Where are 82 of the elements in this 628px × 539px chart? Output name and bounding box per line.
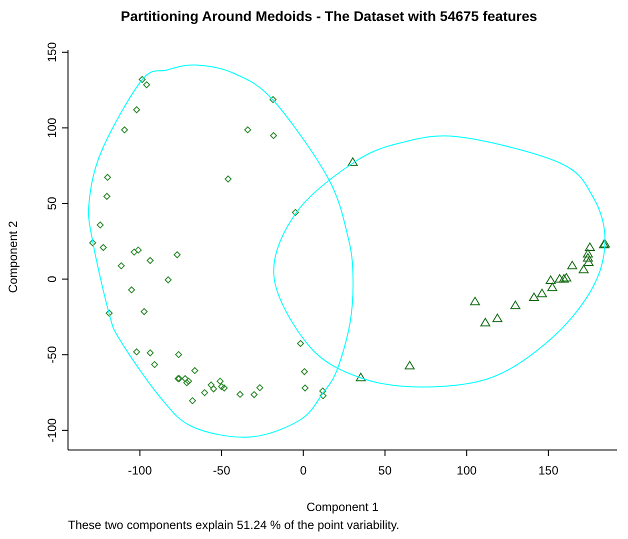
point <box>297 340 304 348</box>
point <box>189 397 196 404</box>
point <box>100 244 107 252</box>
point <box>151 361 158 368</box>
point <box>134 246 142 254</box>
point <box>510 300 520 310</box>
point <box>140 308 148 316</box>
point <box>578 264 589 274</box>
point <box>130 248 138 256</box>
point <box>250 391 258 398</box>
text: These two components explain 51.24 % of the point variability. <box>68 518 400 532</box>
point <box>558 274 569 283</box>
point <box>164 276 172 284</box>
point <box>256 384 264 392</box>
y-tick-label: -50 <box>45 346 59 364</box>
point <box>138 76 146 83</box>
point <box>554 274 565 283</box>
y-tick-label: 100 <box>45 118 59 138</box>
point <box>128 286 136 294</box>
point <box>208 381 215 388</box>
point <box>96 221 104 228</box>
point <box>210 385 218 392</box>
point <box>404 360 415 370</box>
point <box>174 251 181 258</box>
x-tick-label: 150 <box>538 464 559 478</box>
point <box>118 262 125 270</box>
y-tick-label: 50 <box>45 196 59 210</box>
point <box>201 389 208 396</box>
point <box>133 348 140 356</box>
point <box>302 384 309 392</box>
point <box>547 282 558 292</box>
point <box>270 96 277 104</box>
point <box>104 174 112 181</box>
point <box>470 296 480 306</box>
x-tick-label: 50 <box>378 464 392 478</box>
point <box>183 379 190 386</box>
point <box>356 372 366 382</box>
point <box>236 390 244 398</box>
point <box>292 208 299 216</box>
x-tick-label: -50 <box>212 464 231 478</box>
point <box>300 368 308 376</box>
point <box>106 310 113 317</box>
point <box>537 288 548 298</box>
point <box>320 392 327 400</box>
point <box>244 126 252 134</box>
point <box>182 375 189 382</box>
x-tick-label: -100 <box>128 464 152 478</box>
point <box>582 249 593 258</box>
x-tick-label: 100 <box>456 464 478 478</box>
point <box>480 318 490 326</box>
y-tick-label: 150 <box>45 42 59 62</box>
point <box>546 275 556 284</box>
point <box>567 260 578 270</box>
point <box>89 239 96 246</box>
point <box>582 253 593 262</box>
point <box>584 242 595 252</box>
point <box>348 157 358 166</box>
point <box>216 378 224 385</box>
point <box>146 257 154 264</box>
point <box>175 351 182 358</box>
point <box>584 257 594 266</box>
point <box>561 273 572 282</box>
point <box>528 292 539 302</box>
point <box>218 383 226 390</box>
point <box>143 81 150 88</box>
x-tick-label: 0 <box>300 464 307 478</box>
y-tick-label: -100 <box>45 418 59 442</box>
point <box>146 349 154 356</box>
point <box>224 176 232 182</box>
point <box>133 106 140 114</box>
y-tick-label: 0 <box>45 275 59 282</box>
x-axis-title: Component 1 <box>305 500 380 514</box>
point <box>103 192 110 200</box>
point <box>220 384 228 392</box>
point <box>270 132 278 140</box>
y-axis-title: Component 2 <box>6 220 20 296</box>
point <box>492 314 502 322</box>
point <box>121 126 128 134</box>
chart-title: Partitioning Around Medoids - The Dataset with 54675 features <box>120 8 538 24</box>
point <box>191 367 198 374</box>
point <box>185 378 192 385</box>
point <box>319 388 326 395</box>
